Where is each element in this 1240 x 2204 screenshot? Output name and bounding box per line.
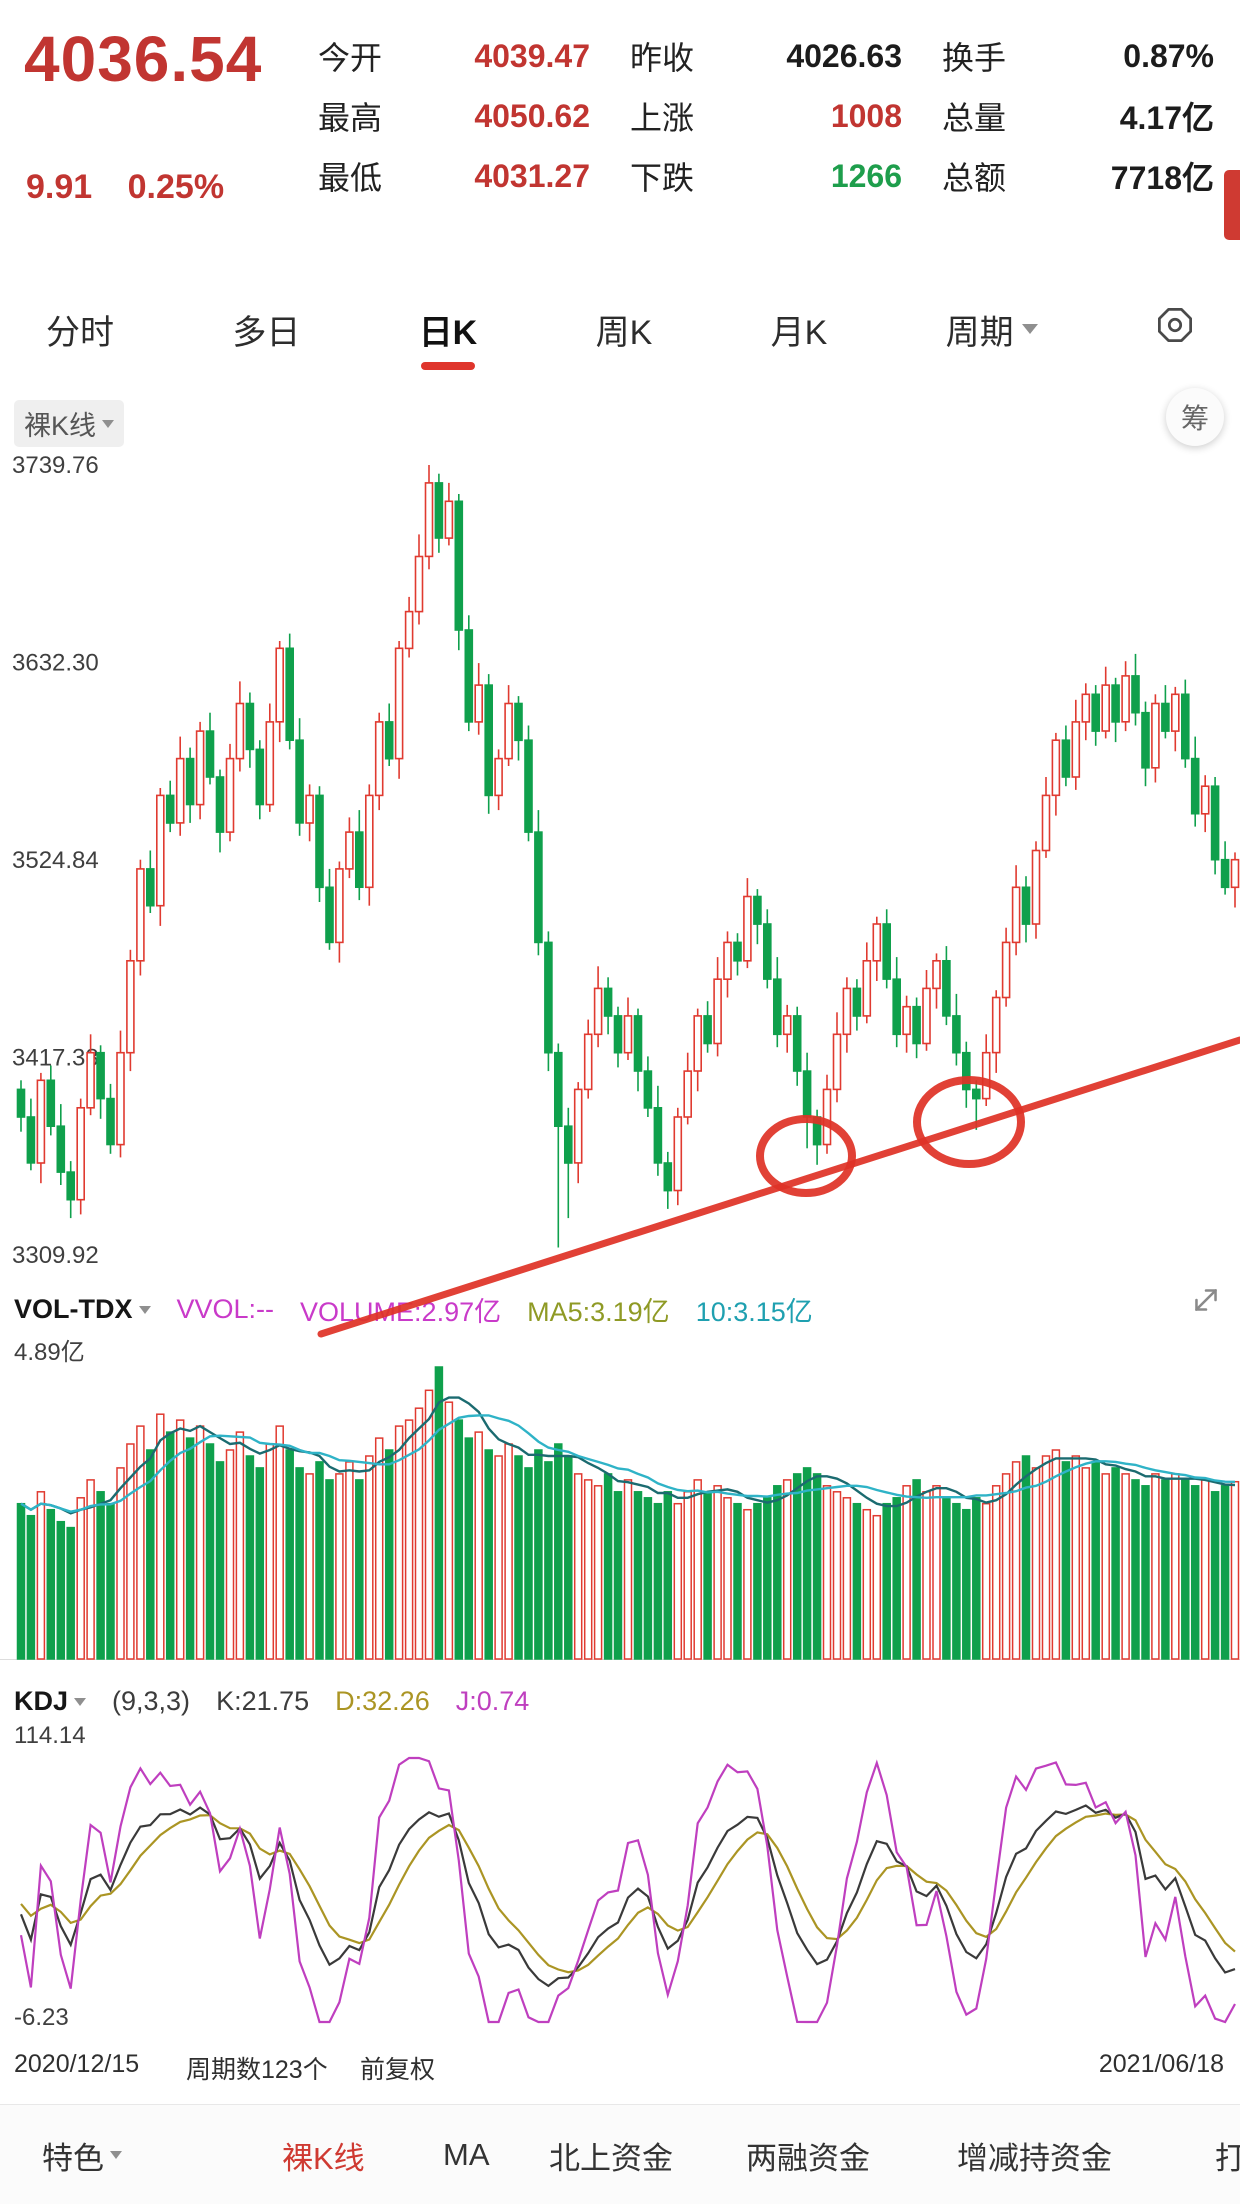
edge-flag-button[interactable] — [1224, 170, 1240, 240]
quote-label: 最低 — [318, 160, 383, 196]
kdj-indicator-header: KDJ (9,3,3) K:21.75 D:32.26 J:0.74 — [14, 1686, 529, 1717]
nav-naked-kline[interactable]: 裸K线 — [282, 2140, 365, 2176]
change-value: 9.91 — [26, 168, 93, 206]
quote-label: 下跌 — [630, 160, 695, 196]
kline-style-dropdown[interactable]: 裸K线 — [14, 400, 125, 447]
svg-text:3417.38: 3417.38 — [12, 1045, 99, 1072]
last-price: 4036.54 — [24, 23, 263, 95]
quote-label: 总额 — [942, 160, 1007, 196]
chevron-down-icon — [102, 419, 115, 428]
svg-text:3309.92: 3309.92 — [12, 1242, 99, 1269]
quote-value-turnover: 0.87% — [1123, 37, 1214, 74]
quote-label: 今开 — [318, 40, 383, 76]
nav-clipped-item[interactable]: 打 — [1215, 2105, 1240, 2204]
chevron-down-icon — [74, 1697, 87, 1706]
tab-weekly-k[interactable]: 周K — [595, 313, 653, 352]
volume-indicator-header: VOL-TDX VVOL:-- VOLUME:2.97亿 MA5:3.19亿 1… — [14, 1290, 813, 1329]
period-tab-bar: 分时 多日 日K 周K 月K 周期 — [0, 296, 1240, 362]
svg-text:3632.30: 3632.30 — [12, 650, 99, 677]
quote-value-high: 4050.62 — [474, 97, 590, 134]
bottom-indicator-bar: 特色 裸K线 MA 北上资金 两融资金 增减持资金 打 — [0, 2104, 1240, 2204]
change-percent: 0.25% — [127, 168, 225, 206]
chevron-down-icon — [110, 2151, 122, 2159]
tab-multiday[interactable]: 多日 — [232, 313, 301, 352]
chevron-down-icon — [138, 1305, 151, 1314]
quote-value-open: 4039.47 — [474, 37, 590, 74]
vvol-value: VVOL:-- — [176, 1294, 275, 1324]
kdj-indicator-dropdown[interactable]: KDJ — [14, 1686, 87, 1717]
kdj-d-value: D:32.26 — [335, 1686, 430, 1716]
x-axis-end-date: 2021/06/18 — [1098, 2050, 1224, 2078]
volume-indicator-dropdown[interactable]: VOL-TDX — [14, 1294, 151, 1325]
kdj-j-value: J:0.74 — [455, 1686, 530, 1716]
quote-value-low: 4031.27 — [474, 157, 590, 194]
nav-margin-funds[interactable]: 两融资金 — [746, 2140, 870, 2176]
expand-icon[interactable] — [1188, 1282, 1224, 1323]
tab-period-dropdown[interactable]: 周期 — [946, 305, 1038, 354]
x-axis-start-date: 2020/12/15 — [14, 2050, 140, 2078]
candlestick-chart[interactable]: 3739.76 3632.30 3524.84 3417.38 3309.92 — [0, 440, 1240, 1270]
quote-value-volume: 4.17亿 — [1119, 100, 1214, 136]
volume-ma5-value: MA5:3.19亿 — [527, 1297, 670, 1327]
kdj-axis-min: -6.23 — [14, 2004, 69, 2031]
quote-value-amount: 7718亿 — [1110, 160, 1214, 196]
price-change: 9.91 0.25% — [26, 168, 224, 207]
chevron-down-icon — [1021, 324, 1038, 334]
feature-dropdown[interactable]: 特色 — [42, 2105, 122, 2204]
quote-value-advancers: 1008 — [830, 97, 902, 134]
svg-text:3739.76: 3739.76 — [12, 452, 99, 479]
nav-northbound-funds[interactable]: 北上资金 — [549, 2140, 673, 2176]
volume-value: VOLUME:2.97亿 — [300, 1297, 502, 1327]
quote-label: 昨收 — [630, 40, 695, 76]
quote-grid: 今开 4039.47 昨收 4026.63 换手 0.87% 最高 4050.6… — [318, 26, 1214, 206]
gear-icon — [1156, 306, 1194, 353]
svg-text:3524.84: 3524.84 — [12, 847, 99, 874]
nav-holding-change-funds[interactable]: 增减持资金 — [957, 2140, 1112, 2176]
quote-label: 最高 — [318, 100, 383, 136]
tab-daily-k[interactable]: 日K — [419, 305, 478, 354]
volume-axis-max: 4.89亿 — [14, 1339, 85, 1366]
quote-label: 换手 — [942, 40, 1007, 76]
kdj-params: (9,3,3) — [112, 1686, 191, 1716]
volume-ma10-value: 10:3.15亿 — [695, 1297, 813, 1327]
x-axis-period-count: 周期数123个 — [186, 2056, 328, 2084]
volume-chart[interactable] — [0, 1356, 1240, 1666]
kdj-k-value: K:21.75 — [216, 1686, 310, 1716]
quote-value-decliners: 1266 — [830, 157, 902, 194]
quote-label: 上涨 — [630, 100, 695, 136]
kdj-axis-max: 114.14 — [14, 1722, 86, 1749]
nav-ma[interactable]: MA — [443, 2137, 490, 2172]
settings-button[interactable] — [1156, 306, 1194, 353]
quote-label: 总量 — [942, 100, 1007, 136]
kdj-chart[interactable] — [0, 1752, 1240, 2030]
tab-minute[interactable]: 分时 — [46, 313, 114, 352]
chip-distribution-button[interactable]: 筹 — [1166, 388, 1224, 446]
tab-monthly-k[interactable]: 月K — [770, 313, 828, 352]
quote-value-prev-close: 4026.63 — [786, 37, 902, 74]
x-axis-adjust-mode: 前复权 — [360, 2056, 436, 2084]
